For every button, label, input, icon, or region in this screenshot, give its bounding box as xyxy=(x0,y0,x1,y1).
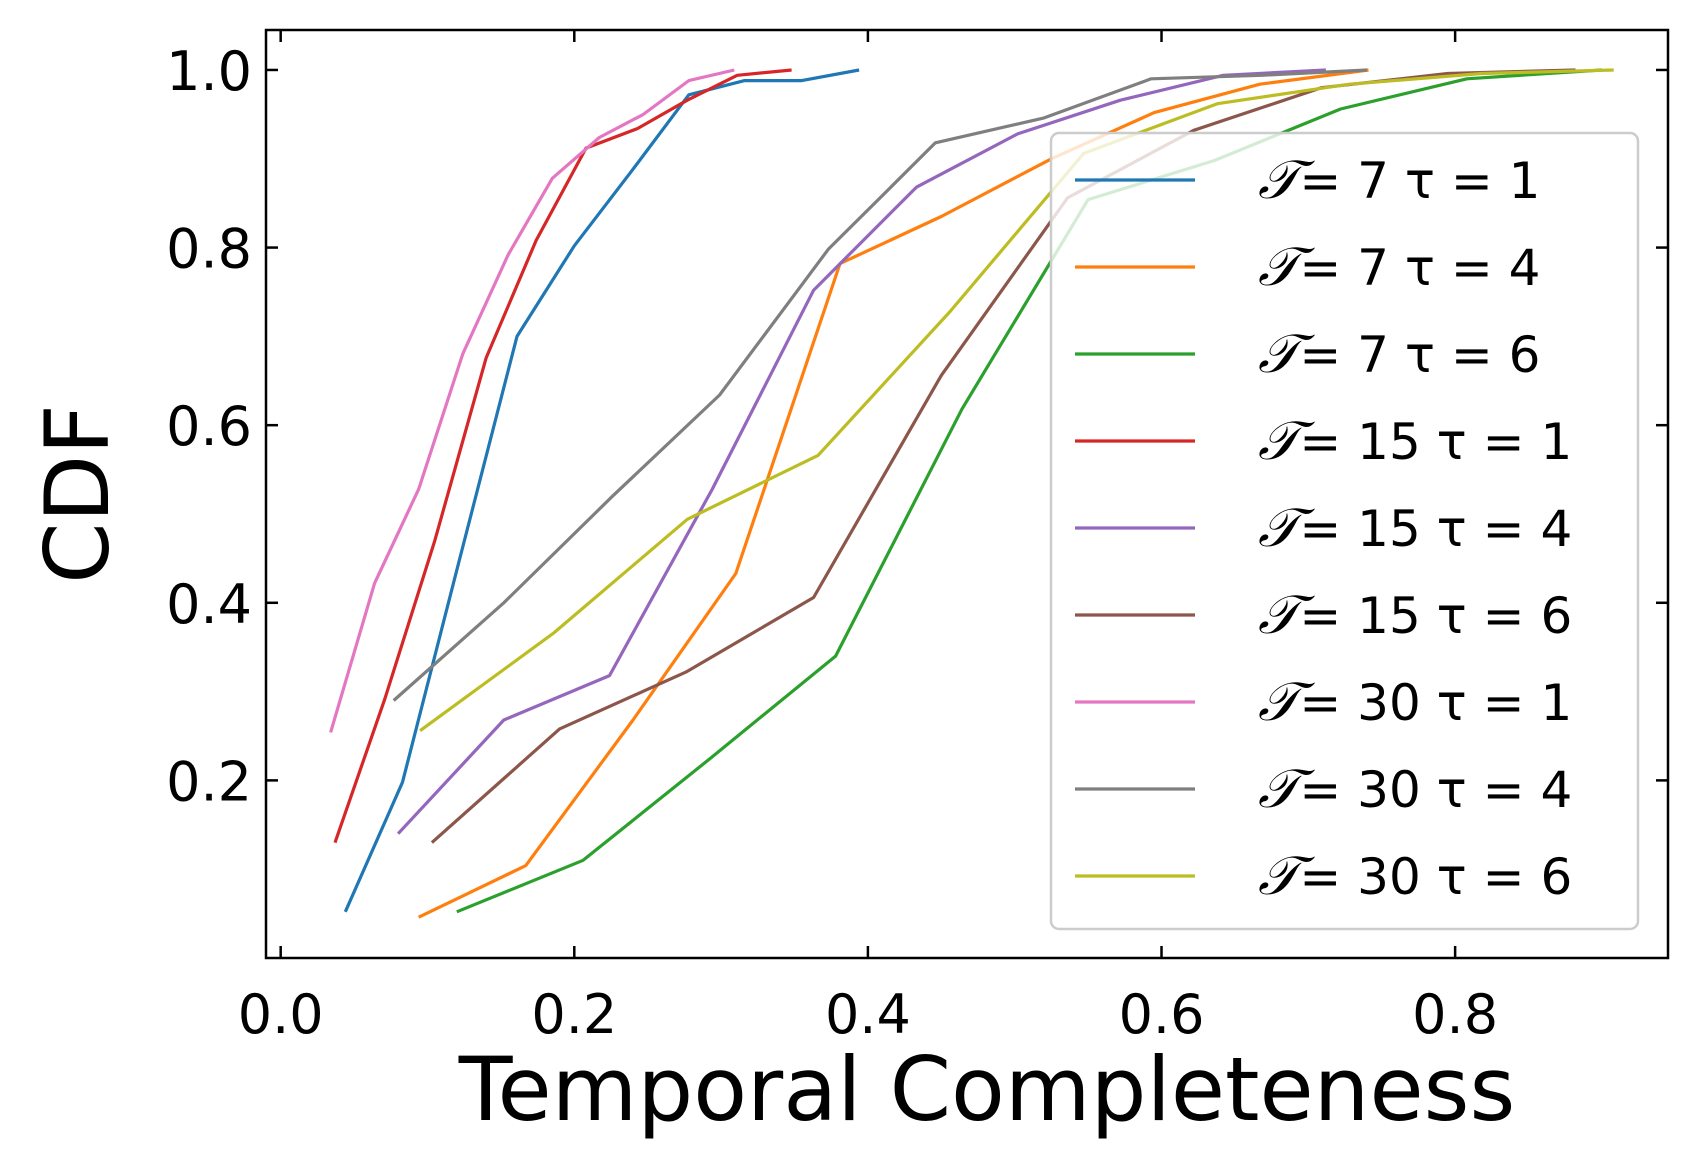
x-tick-label: 0.6 xyxy=(1119,983,1205,1046)
series-line-2 xyxy=(418,68,1369,919)
legend-item: 𝒯= 7 τ = 4 xyxy=(1075,235,1540,298)
legend-label: 𝒯= 7 τ = 4 xyxy=(1258,235,1540,298)
series-line-7 xyxy=(329,68,735,733)
legend: 𝒯= 7 τ = 1 𝒯= 7 τ = 4 𝒯= 7 τ = 6 𝒯= 15 τ = … xyxy=(1049,131,1640,931)
series-line-3 xyxy=(456,68,1603,914)
legend-label: 𝒯= 7 τ = 6 xyxy=(1258,322,1540,385)
y-tick-label: 0.2 xyxy=(166,750,252,813)
y-tick-label: 0.6 xyxy=(166,395,252,458)
y-axis-label: CDF xyxy=(26,404,129,584)
series-layer xyxy=(329,68,1614,919)
legend-item: 𝒯= 30 τ = 1 xyxy=(1075,670,1572,733)
x-tick-label: 0.0 xyxy=(238,983,324,1046)
x-tick-label: 0.8 xyxy=(1412,983,1498,1046)
legend-item: 𝒯= 30 τ = 6 xyxy=(1075,844,1572,907)
legend-item: 𝒯= 7 τ = 1 xyxy=(1075,148,1540,211)
series-line-5 xyxy=(396,68,1326,835)
legend-item: 𝒯= 15 τ = 6 xyxy=(1075,583,1572,646)
y-tick-label: 0.8 xyxy=(166,218,252,281)
legend-label: 𝒯= 7 τ = 1 xyxy=(1258,148,1540,211)
legend-box xyxy=(1049,131,1640,931)
series-line-8 xyxy=(392,68,1368,702)
series-line-4 xyxy=(333,68,792,844)
plot-frame xyxy=(264,28,1670,960)
legend-item: 𝒯= 30 τ = 4 xyxy=(1075,757,1572,820)
ticks-layer: 0.0 0.2 0.4 0.6 0.8 0.2 0.4 0.6 0.8 1.0 xyxy=(166,30,1668,1046)
legend-item: 𝒯= 7 τ = 6 xyxy=(1075,322,1540,385)
legend-item: 𝒯= 15 τ = 4 xyxy=(1075,496,1572,559)
y-tick-label: 0.4 xyxy=(166,573,252,636)
x-tick-label: 0.4 xyxy=(825,983,911,1046)
legend-label: 𝒯= 15 τ = 1 xyxy=(1258,409,1572,472)
x-axis-label: Temporal Completeness xyxy=(458,1038,1516,1141)
y-tick-label: 1.0 xyxy=(166,40,252,103)
legend-item: 𝒯= 15 τ = 1 xyxy=(1075,409,1572,472)
series-line-1 xyxy=(343,68,860,913)
x-tick-label: 0.2 xyxy=(531,983,617,1046)
legend-label: 𝒯= 15 τ = 4 xyxy=(1258,496,1572,559)
legend-label: 𝒯= 30 τ = 4 xyxy=(1258,757,1572,820)
legend-label: 𝒯= 30 τ = 1 xyxy=(1258,670,1572,733)
legend-label: 𝒯= 30 τ = 6 xyxy=(1258,844,1572,907)
legend-label: 𝒯= 15 τ = 6 xyxy=(1258,583,1572,646)
series-line-9 xyxy=(419,68,1614,732)
